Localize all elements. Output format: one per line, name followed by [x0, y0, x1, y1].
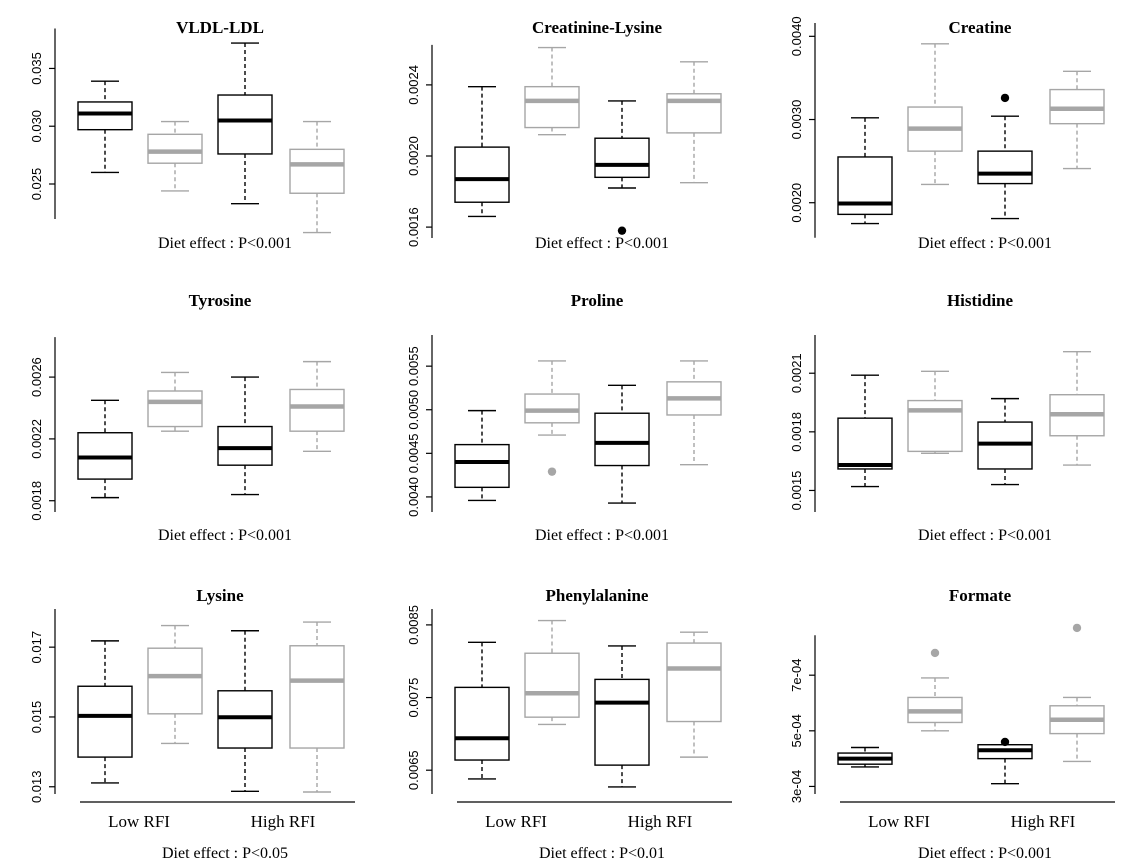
panel-9-y-tick-label: 7e-04: [789, 659, 804, 692]
panel-5-title: Proline: [571, 291, 624, 310]
panel-7-box: [289, 645, 345, 749]
panel-3-diet-effect: Diet effect : P<0.001: [918, 235, 1052, 252]
panel-2-outlier-point: [617, 226, 627, 235]
panel-8-box: [454, 686, 510, 761]
panel-8-title: Phenylalanine: [546, 586, 649, 605]
panel-3-outlier-point: [1000, 93, 1010, 103]
panel-1-box: [289, 148, 345, 194]
panel-8-diet-effect: Diet effect : P<0.01: [539, 845, 665, 862]
panel-7-box: [77, 685, 133, 758]
panel-2-box: [454, 146, 510, 203]
panel-9-outlier-point: [930, 648, 940, 658]
panel-1-y-tick-label: 0.030: [29, 110, 44, 143]
panel-4-y-tick-label: 0.0022: [29, 419, 44, 459]
panel-3-box: [977, 150, 1033, 185]
panel-6-y-tick-label: 0.0018: [789, 412, 804, 452]
panel-5-y-tick-label: 0.0055: [406, 346, 421, 386]
panel-6-title: Histidine: [947, 291, 1014, 310]
panel-9-outlier-point: [1000, 737, 1010, 747]
panel-4-y-tick-label: 0.0026: [29, 357, 44, 397]
panel-3-y-tick-label: 0.0040: [789, 16, 804, 56]
panel-1-box: [77, 101, 133, 131]
panel-8-x-label-low-rfi: Low RFI: [485, 812, 547, 831]
panel-7-y-tick-label: 0.013: [29, 770, 44, 803]
panel-2-y-tick-label: 0.0024: [406, 65, 421, 105]
panel-7-diet-effect: Diet effect : P<0.05: [162, 845, 288, 862]
panel-8-box: [594, 678, 650, 766]
panel-9-x-label-high-rfi: High RFI: [1011, 812, 1076, 831]
panel-1-diet-effect: Diet effect : P<0.001: [158, 235, 292, 252]
panel-7-x-label-high-rfi: High RFI: [251, 812, 316, 831]
panel-8-box: [524, 652, 580, 718]
panel-4-box: [289, 388, 345, 432]
panel-5-y-tick-label: 0.0050: [406, 390, 421, 430]
panel-4-y-tick-label: 0.0018: [29, 481, 44, 521]
panel-7-x-label-low-rfi: Low RFI: [108, 812, 170, 831]
panel-9-title: Formate: [949, 586, 1012, 605]
panel-8-y-tick-label: 0.0065: [406, 750, 421, 790]
panel-7-y-tick-label: 0.015: [29, 701, 44, 734]
panel-5-box: [454, 443, 510, 489]
panel-9-y-tick-label: 3e-04: [789, 770, 804, 803]
panel-3-box: [837, 156, 893, 216]
panel-7-box: [147, 647, 203, 715]
panel-1-title: VLDL-LDL: [176, 18, 264, 37]
panel-7-y-tick-label: 0.017: [29, 631, 44, 664]
panel-4-box: [217, 425, 273, 466]
panel-5-outlier-point: [547, 467, 557, 476]
panel-2-box: [524, 85, 580, 129]
panel-2-y-tick-label: 0.0020: [406, 136, 421, 176]
panel-5-box: [594, 412, 650, 467]
panel-9-diet-effect: Diet effect : P<0.001: [918, 845, 1052, 862]
panel-8-y-tick-label: 0.0085: [406, 605, 421, 645]
panel-3-y-tick-label: 0.0020: [789, 183, 804, 223]
panel-4-title: Tyrosine: [189, 291, 252, 310]
panel-2-title: Creatinine-Lysine: [532, 18, 662, 37]
panel-3-y-tick-label: 0.0030: [789, 100, 804, 140]
panel-1-y-tick-label: 0.035: [29, 52, 44, 85]
panel-7-title: Lysine: [196, 586, 244, 605]
panel-9-outlier-point: [1072, 623, 1082, 633]
panel-8-x-label-high-rfi: High RFI: [628, 812, 693, 831]
panel-2-y-tick-label: 0.0016: [406, 207, 421, 247]
panel-6-box: [837, 417, 893, 470]
panel-1-box: [217, 94, 273, 155]
panel-4-diet-effect: Diet effect : P<0.001: [158, 527, 292, 544]
panel-1-box: [147, 133, 203, 164]
panel-5-diet-effect: Diet effect : P<0.001: [535, 527, 669, 544]
panel-4-box: [147, 390, 203, 428]
panel-6-y-tick-label: 0.0021: [789, 353, 804, 393]
panel-3-title: Creatine: [949, 18, 1012, 37]
panel-1-y-tick-label: 0.025: [29, 168, 44, 201]
panel-8-y-tick-label: 0.0075: [406, 678, 421, 718]
panel-9-x-label-low-rfi: Low RFI: [868, 812, 930, 831]
panel-5-y-tick-label: 0.0045: [406, 433, 421, 473]
panel-6-diet-effect: Diet effect : P<0.001: [918, 527, 1052, 544]
panel-5-y-tick-label: 0.0040: [406, 477, 421, 517]
panel-7-box: [217, 690, 273, 749]
panel-9-y-tick-label: 5e-04: [789, 714, 804, 747]
panel-6-y-tick-label: 0.0015: [789, 471, 804, 511]
panel-8-box: [666, 642, 722, 723]
panel-2-diet-effect: Diet effect : P<0.001: [535, 235, 669, 252]
panel-2-box: [594, 137, 650, 179]
